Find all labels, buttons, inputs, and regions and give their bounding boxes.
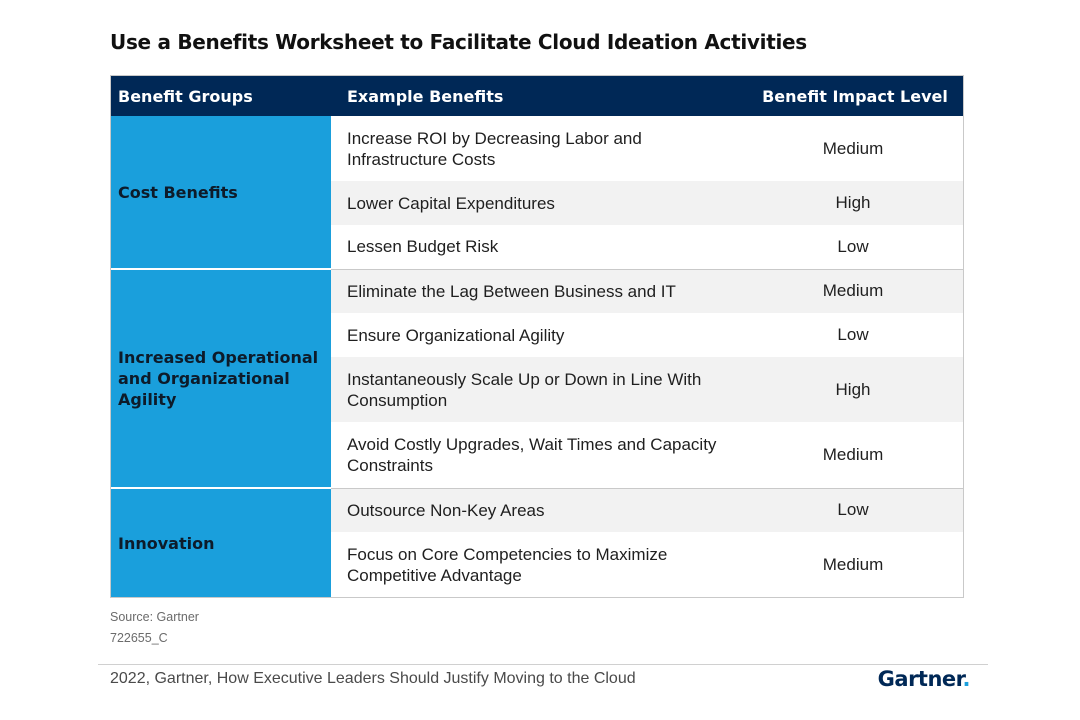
group-cell-operational-agility: Increased Operational and Organizational… [111,269,331,489]
impact-level-cell: High [743,357,963,422]
impact-level-cell: Medium [743,116,963,181]
benefit-cell: Eliminate the Lag Between Business and I… [331,269,743,313]
header-benefit-impact-level: Benefit Impact Level [743,76,963,116]
benefit-cell: Lessen Budget Risk [331,225,743,270]
source-note: Source: Gartner [110,610,199,624]
table-row: Ensure Organizational Agility Low [111,313,963,357]
benefit-cell: Lower Capital Expenditures [331,181,743,225]
citation-text: 2022, Gartner, How Executive Leaders Sho… [110,670,636,687]
impact-level-cell: Low [743,313,963,357]
gartner-logo: Gartner. [877,667,971,691]
logo-wordmark: Gartner [877,667,963,691]
table-row: Innovation Outsource Non-Key Areas Low [111,488,963,597]
benefit-cell: Focus on Core Competencies to Maximize C… [331,532,743,597]
table-row: Lower Capital Expenditures High [111,181,963,225]
benefit-cell: Increase ROI by Decreasing Labor and Inf… [331,116,743,181]
header-example-benefits: Example Benefits [331,76,743,116]
footer-divider [98,664,988,665]
impact-level-cell: Medium [743,532,963,597]
group-cell-innovation: Innovation [111,488,331,597]
benefit-cell: Outsource Non-Key Areas [331,488,743,532]
header-benefit-groups: Benefit Groups [111,76,331,116]
benefit-cell: Instantaneously Scale Up or Down in Line… [331,357,743,422]
table-row: Increased Operational and Organizational… [111,269,963,489]
impact-level-cell: Medium [743,422,963,489]
table-row: Cost Benefits Increase ROI by Decreasing… [111,116,963,270]
table-row: Instantaneously Scale Up or Down in Line… [111,357,963,422]
document-code: 722655_C [110,631,168,645]
table-row: Lessen Budget Risk Low [111,225,963,270]
benefit-cell: Avoid Costly Upgrades, Wait Times and Ca… [331,422,743,489]
table-row: Avoid Costly Upgrades, Wait Times and Ca… [111,422,963,489]
logo-dot: . [962,667,971,691]
impact-level-cell: Low [743,225,963,270]
table-header-row: Benefit Groups Example Benefits Benefit … [111,76,963,116]
group-cell-cost-benefits: Cost Benefits [111,116,331,270]
impact-level-cell: Medium [743,269,963,313]
impact-level-cell: Low [743,488,963,532]
benefits-table: Benefit Groups Example Benefits Benefit … [111,76,963,597]
benefits-table-container: Benefit Groups Example Benefits Benefit … [110,75,964,598]
table-row: Focus on Core Competencies to Maximize C… [111,532,963,597]
page-title: Use a Benefits Worksheet to Facilitate C… [110,30,807,54]
benefit-cell: Ensure Organizational Agility [331,313,743,357]
impact-level-cell: High [743,181,963,225]
